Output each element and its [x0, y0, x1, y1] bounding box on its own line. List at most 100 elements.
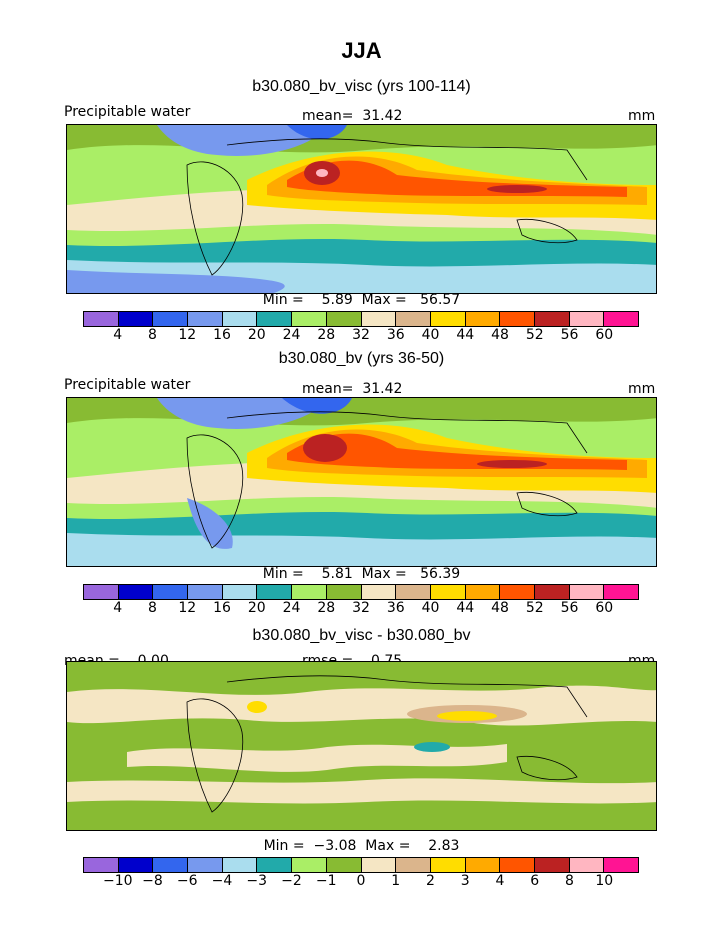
colorbar-swatch: [326, 858, 362, 872]
colorbar-swatch: [361, 585, 397, 599]
colorbar-tick-label: 8: [148, 327, 157, 343]
colorbar-tick-label: 44: [456, 600, 475, 616]
colorbar-swatch: [465, 585, 501, 599]
colorbar-tick-label: 44: [456, 327, 475, 343]
panel1-map: [66, 124, 657, 294]
colorbar-tick-label: 32: [352, 327, 370, 343]
colorbar-swatch: [534, 585, 570, 599]
colorbar-swatch: [222, 312, 258, 326]
colorbar-swatch: [604, 858, 638, 872]
colorbar-tick-label: 24: [282, 327, 301, 343]
panel1-colorbar: [83, 311, 639, 327]
colorbar-swatch: [430, 585, 466, 599]
panel2-colorbar-ticks: 4 8 12 16 20 24 28 32 36 40 44 48 52 56 60: [83, 600, 639, 618]
colorbar-swatch: [257, 858, 293, 872]
colorbar-tick-label: 20: [247, 600, 266, 616]
colorbar-swatch: [396, 858, 431, 872]
colorbar-swatch: [569, 312, 605, 326]
colorbar-tick-label: 1: [391, 873, 401, 889]
colorbar-tick-label: 24: [282, 600, 301, 616]
colorbar-tick-label: 48: [491, 600, 509, 616]
colorbar-tick-label: 20: [247, 327, 266, 343]
colorbar-swatch: [465, 858, 501, 872]
colorbar-swatch: [326, 312, 362, 326]
colorbar-tick-label: 2: [426, 873, 435, 889]
colorbar-tick-label: 3: [460, 873, 470, 889]
colorbar-swatch: [361, 312, 397, 326]
colorbar-tick-label: −10: [102, 873, 133, 889]
panel1-colorbar-ticks: 4 8 12 16 20 24 28 32 36 40 44 48 52 56 60: [83, 327, 639, 345]
colorbar-tick-label: 52: [525, 600, 544, 616]
colorbar-tick-label: −2: [281, 873, 302, 889]
colorbar-swatch: [604, 585, 638, 599]
colorbar-swatch: [534, 858, 570, 872]
colorbar-swatch: [569, 585, 605, 599]
panel3-colorbar-ticks: −10 −8 −6 −4 −3 −2 −1 0 1 2 3 4 6 8 10: [83, 873, 639, 891]
colorbar-swatch: [153, 585, 189, 599]
colorbar-swatch: [84, 585, 119, 599]
colorbar-swatch: [500, 312, 535, 326]
colorbar-swatch: [188, 858, 223, 872]
colorbar-tick-label: 40: [421, 327, 440, 343]
colorbar-tick-label: −4: [211, 873, 233, 889]
panel1-variable-label: Precipitable water: [64, 104, 191, 120]
colorbar-swatch: [292, 858, 327, 872]
panel1-minmax: Min = 5.89 Max = 56.57: [262, 292, 461, 308]
colorbar-tick-label: 56: [560, 600, 579, 616]
figure-title: JJA: [341, 38, 382, 63]
colorbar-tick-label: −3: [246, 873, 268, 889]
panel3-colorbar: [83, 857, 639, 873]
colorbar-swatch: [361, 858, 397, 872]
colorbar-swatch: [84, 858, 119, 872]
colorbar-tick-label: 60: [595, 327, 614, 343]
colorbar-swatch: [326, 585, 362, 599]
colorbar-tick-label: 8: [565, 873, 574, 889]
panel2-units-label: mm: [628, 381, 656, 397]
panel2-map: [66, 397, 657, 567]
colorbar-swatch: [257, 585, 293, 599]
colorbar-tick-label: 16: [213, 600, 231, 616]
colorbar-tick-label: 32: [352, 600, 370, 616]
colorbar-tick-label: 52: [525, 327, 544, 343]
colorbar-tick-label: 28: [317, 600, 336, 616]
colorbar-tick-label: 12: [178, 600, 197, 616]
colorbar-swatch: [118, 585, 154, 599]
colorbar-tick-label: 4: [495, 873, 505, 889]
colorbar-tick-label: 6: [530, 873, 540, 889]
panel2-minmax: Min = 5.81 Max = 56.39: [262, 566, 461, 582]
colorbar-swatch: [430, 312, 466, 326]
colorbar-tick-label: 0: [356, 873, 366, 889]
panel3-map: [66, 661, 657, 831]
panel2-variable-label: Precipitable water: [64, 377, 191, 393]
colorbar-swatch: [292, 312, 327, 326]
colorbar-tick-label: 48: [491, 327, 509, 343]
colorbar-tick-label: 4: [113, 327, 123, 343]
panel2-colorbar: [83, 584, 639, 600]
colorbar-tick-label: 4: [113, 600, 123, 616]
panel1-title: b30.080_bv_visc (yrs 100-114): [252, 78, 471, 95]
colorbar-tick-label: 56: [560, 327, 579, 343]
colorbar-swatch: [500, 858, 535, 872]
panel2-title: b30.080_bv (yrs 36-50): [278, 350, 445, 367]
colorbar-swatch: [569, 858, 605, 872]
colorbar-swatch: [118, 312, 154, 326]
colorbar-tick-label: 60: [595, 600, 614, 616]
colorbar-swatch: [188, 585, 223, 599]
colorbar-swatch: [534, 312, 570, 326]
panel1-mean-label: mean= 31.42: [302, 108, 403, 124]
colorbar-tick-label: −1: [315, 873, 337, 889]
colorbar-swatch: [222, 585, 258, 599]
colorbar-swatch: [153, 858, 189, 872]
colorbar-swatch: [396, 312, 431, 326]
colorbar-tick-label: 12: [178, 327, 197, 343]
colorbar-swatch: [84, 312, 119, 326]
panel1-units-label: mm: [628, 108, 656, 124]
colorbar-swatch: [500, 585, 535, 599]
colorbar-swatch: [222, 858, 258, 872]
colorbar-tick-label: −6: [176, 873, 198, 889]
colorbar-tick-label: 10: [595, 873, 614, 889]
colorbar-swatch: [604, 312, 638, 326]
panel3-minmax: Min = −3.08 Max = 2.83: [263, 838, 460, 854]
colorbar-swatch: [465, 312, 501, 326]
colorbar-tick-label: 28: [317, 327, 336, 343]
